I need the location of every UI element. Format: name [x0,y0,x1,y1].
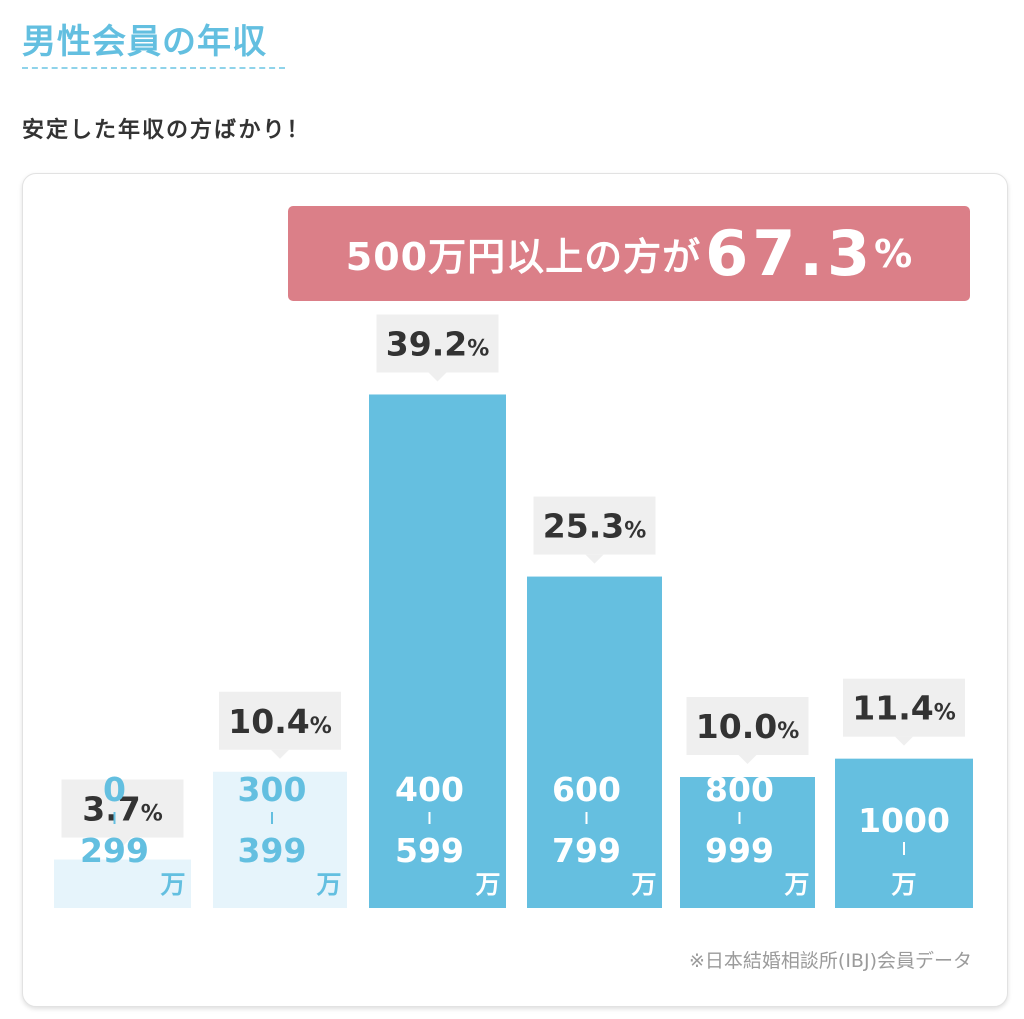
category-unit-label: 万 [475,870,500,899]
value-label-box [61,779,184,838]
category-range-dash [585,812,588,824]
category-to-label: 999 [705,831,774,870]
category-unit-label: 万 [316,870,341,899]
category-unit-label: 万 [160,870,185,899]
bar [54,859,191,908]
value-label-pointer [585,554,604,564]
bar [213,771,347,908]
category-range-dash [271,812,273,824]
category-to-label: 799 [552,831,621,870]
bar [680,777,815,908]
bar-value-label: 39.2% [386,324,489,363]
value-label-pointer [895,736,913,746]
bar [369,394,506,909]
summary-banner-value: 67.3 [705,217,875,290]
value-label-pointer [738,755,757,764]
category-range-dash [428,812,431,824]
source-note: ※日本結婚相談所(IBJ)会員データ [689,950,972,972]
bar-value-label: 3.7% [82,790,163,829]
bar-value-label: 25.3% [543,507,646,546]
summary-banner-unit: % [874,231,913,276]
bar [835,758,973,908]
bar-value-label: 10.0% [696,707,799,746]
category-unit-label: 万 [891,870,916,899]
bar-value-label: 11.4% [852,689,955,728]
summary-banner: 500万円以上の方が 67.3 % [288,206,970,301]
category-to-label: 299 [80,831,149,870]
value-label-box [843,678,965,737]
category-range-dash [738,812,741,824]
category-to-label: 399 [238,831,307,870]
category-range-dash [113,812,116,824]
bar [527,576,662,908]
value-label-box [376,314,499,373]
value-label-box [219,691,341,750]
category-from-label: 1000 [858,801,950,840]
page-heading: 男性会員の年収 [22,22,267,62]
value-label-box [686,697,809,755]
bar-value-label: 10.4% [228,702,331,741]
value-label-pointer [271,749,289,759]
value-label-pointer [428,372,447,382]
category-from-label: 400 [395,770,464,809]
category-to-label: 599 [395,831,464,870]
category-unit-label: 万 [784,870,809,899]
heading-underline [22,67,285,69]
page-subtitle: 安定した年収の方ばかり！ [22,118,311,143]
category-from-label: 800 [705,770,774,809]
value-label-pointer [113,837,132,847]
category-from-label: 300 [238,770,307,809]
category-from-label: 600 [552,770,621,809]
summary-banner-text: 500万円以上の方が [345,235,702,279]
category-range-dash [903,842,905,855]
value-label-box [533,496,656,555]
category-unit-label: 万 [631,870,656,899]
category-from-label: 0 [103,770,126,809]
